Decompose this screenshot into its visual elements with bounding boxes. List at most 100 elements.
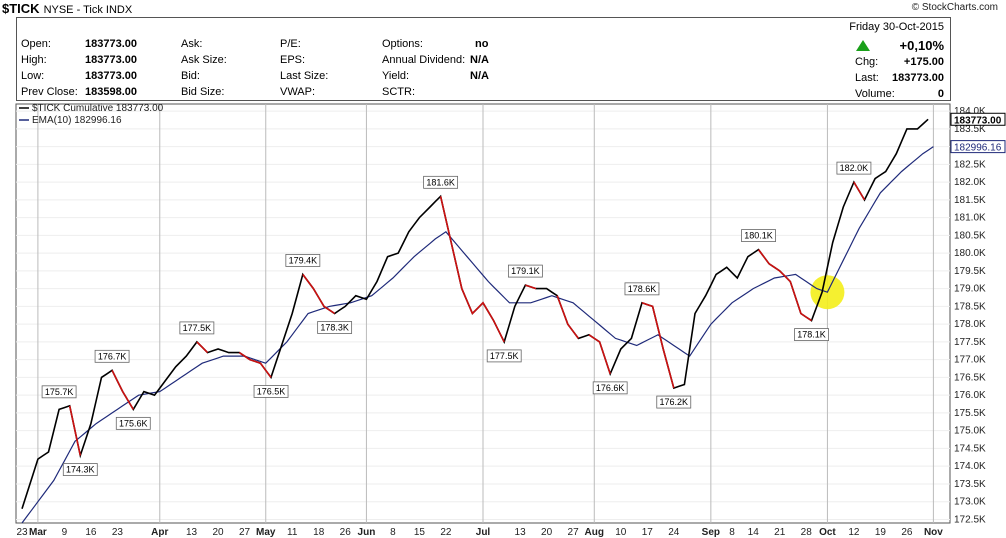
low-value: 183773.00 [85,70,137,82]
price-down-segment [853,181,866,201]
price-callout: 178.1K [794,328,829,342]
callout-box [507,264,543,278]
y-tick-label: 177.0K [954,355,986,366]
options-label: Options: [382,38,423,50]
eps-label: EPS: [280,54,306,66]
bid-size-label: Bid Size: [181,86,225,98]
price-callout: 176.2K [656,395,692,409]
price-callout: 176.6K [592,381,628,395]
callout-label: 176.5K [257,386,286,396]
x-tick-label: 23 [112,527,124,538]
x-tick-label: 10 [615,527,627,538]
x-tick-label: 11 [287,527,298,538]
x-tick-label: 24 [668,527,680,538]
x-tick-label: Mar [29,527,47,538]
sctr-label: SCTR: [382,86,415,98]
y-tick-label: 176.5K [954,372,986,383]
price-callout: 180.1K [741,229,776,242]
callout-label: 174.3K [66,465,95,475]
price-down-segment [196,341,209,354]
callout-box [656,395,692,409]
price-down-segment [556,295,580,339]
callout-label: 175.7K [45,387,74,397]
price-callout: 181.6K [423,175,459,189]
x-tick-label: 21 [774,527,786,538]
annual-dividend-value: N/A [470,54,489,66]
y-tick-label: 175.5K [954,408,986,419]
callout-label: 177.5K [490,351,519,361]
x-tick-label: Aug [585,527,604,538]
prev-close-value: 183598.00 [85,86,137,98]
price-callout: 179.4K [285,254,321,267]
x-tick-label: 8 [390,527,396,538]
price-callout: 176.5K [253,385,289,398]
callout-box [741,229,776,242]
x-tick-label: 26 [901,527,913,538]
ask-size-label: Ask Size: [181,54,227,66]
low-label: Low: [21,70,45,82]
ema-tag: 182996.16 [954,143,1002,154]
callout-label: 182.0K [840,163,869,173]
y-tick-label: 182.5K [954,159,986,170]
x-tick-label: 22 [440,527,452,538]
annual-dividend-label: Annual Dividend: [382,54,466,66]
callout-label: 175.6K [119,418,148,428]
y-tick-label: 179.0K [954,284,986,295]
chart-header: $TICK NYSE - Tick INDX © StockCharts.com [0,0,1006,16]
callout-box [94,349,130,363]
y-tick-label: 176.0K [954,390,986,401]
prev-close-label: Prev Close: [21,86,78,98]
price-down-segment [68,405,82,456]
exchange-name: NYSE - Tick INDX [43,4,133,16]
last-size-label: Last Size: [280,70,329,82]
callout-box [253,385,289,398]
change-percent: +0,10% [899,38,944,53]
price-callout: 178.6K [624,282,660,296]
y-tick-label: 180.0K [954,248,986,259]
x-tick-label: 27 [568,527,580,538]
price-series-line [21,118,929,510]
y-tick-label: 174.5K [954,443,986,454]
copyright[interactable]: © StockCharts.com [911,2,998,13]
price-callout: 182.0K [836,161,872,175]
y-tick-label: 178.5K [954,301,986,312]
callout-box [115,416,151,430]
pe-label: P/E: [280,38,301,50]
high-value: 183773.00 [85,54,137,66]
ema-series-line [21,146,934,524]
last-price-tag-box [950,112,1006,126]
x-tick-label: 16 [85,527,97,538]
y-tick-label: 180.5K [954,230,986,241]
x-tick-label: 12 [848,527,860,538]
price-callout: 177.5K [486,349,522,363]
x-tick-label: 23 [16,527,28,538]
price-down-segment [238,351,272,378]
x-tick-label: 13 [186,527,198,538]
x-tick-label: 13 [515,527,527,538]
last-label: Last: [855,72,879,84]
callout-box [794,328,829,342]
x-tick-label: 15 [414,527,426,538]
y-tick-label: 175.0K [954,426,986,437]
callout-box [179,321,215,335]
x-tick-label: May [256,527,276,538]
price-callout: 176.7K [94,349,130,363]
y-tick-label: 178.0K [954,319,986,330]
ask-label: Ask: [181,38,203,50]
callout-label: 178.1K [797,330,826,340]
price-down-segment [111,369,134,410]
legend-entry: $TICK Cumulative 183773.00 [32,103,164,114]
volume-value: 0 [937,88,944,100]
callout-box [836,161,872,175]
price-callout: 178.3K [317,321,353,334]
callout-label: 177.5K [183,323,212,333]
volume-label: Volume: [855,88,895,100]
x-tick-label: 17 [642,527,654,538]
price-down-segment [757,249,812,322]
x-tick-label: 20 [212,527,224,538]
callout-box [423,175,459,189]
y-tick-label: 173.5K [954,479,986,490]
x-tick-label: 18 [313,527,325,538]
legend-entry: EMA(10) 182996.16 [32,115,122,126]
